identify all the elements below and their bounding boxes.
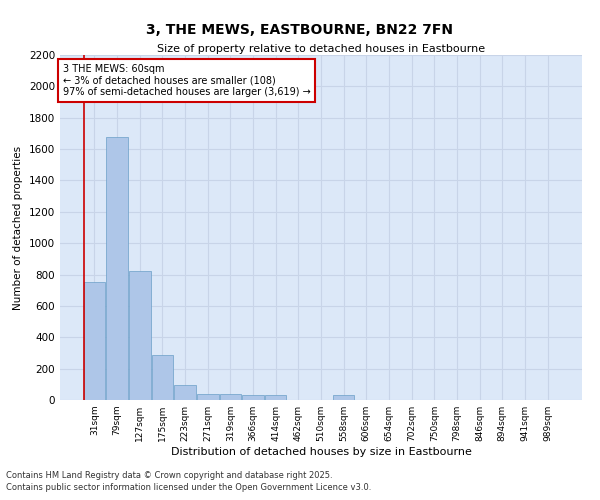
- X-axis label: Distribution of detached houses by size in Eastbourne: Distribution of detached houses by size …: [170, 447, 472, 457]
- Bar: [333, 396, 355, 400]
- Text: 3 THE MEWS: 60sqm
← 3% of detached houses are smaller (108)
97% of semi-detached: 3 THE MEWS: 60sqm ← 3% of detached house…: [62, 64, 310, 97]
- Bar: [175, 385, 196, 400]
- Bar: [84, 282, 105, 400]
- Text: Contains public sector information licensed under the Open Government Licence v3: Contains public sector information licen…: [6, 484, 371, 492]
- Bar: [106, 136, 128, 400]
- Bar: [265, 396, 286, 400]
- Bar: [220, 394, 241, 400]
- Bar: [129, 272, 151, 400]
- Bar: [197, 394, 218, 400]
- Bar: [152, 354, 173, 400]
- Y-axis label: Number of detached properties: Number of detached properties: [13, 146, 23, 310]
- Text: 3, THE MEWS, EASTBOURNE, BN22 7FN: 3, THE MEWS, EASTBOURNE, BN22 7FN: [146, 22, 454, 36]
- Bar: [242, 394, 264, 400]
- Text: Contains HM Land Registry data © Crown copyright and database right 2025.: Contains HM Land Registry data © Crown c…: [6, 471, 332, 480]
- Title: Size of property relative to detached houses in Eastbourne: Size of property relative to detached ho…: [157, 44, 485, 54]
